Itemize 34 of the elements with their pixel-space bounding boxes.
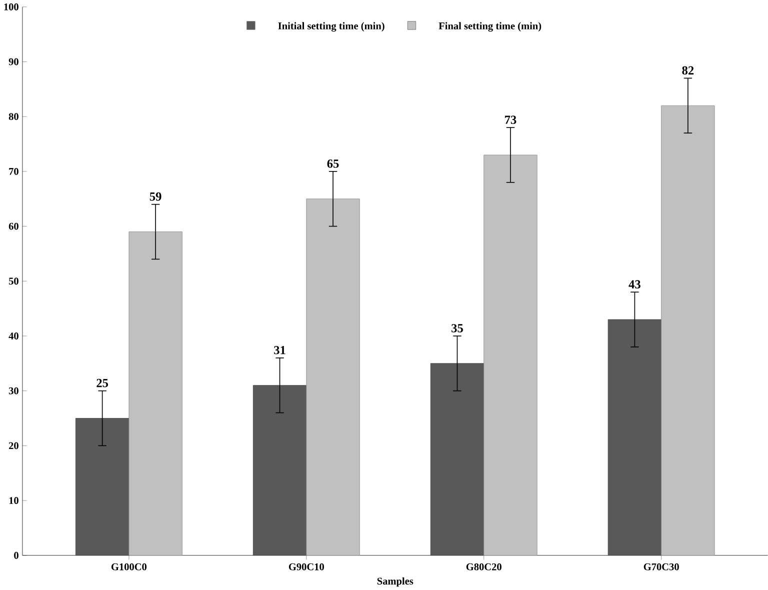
bar (75, 418, 130, 556)
y-tick-label: 90 (8, 58, 18, 66)
y-tick-label: 0 (14, 552, 18, 559)
data-label: 73 (505, 116, 516, 124)
bar (252, 385, 307, 556)
data-label: 25 (96, 378, 108, 388)
y-tick-label: 20 (8, 442, 18, 450)
y-tick-label: 100 (4, 3, 18, 10)
x-tick-label: G70C30 (644, 563, 679, 570)
bar (306, 198, 360, 556)
x-tick-label: G100C0 (111, 563, 147, 570)
y-tick-label: 10 (9, 497, 18, 504)
data-label: 82 (682, 66, 694, 75)
data-label: 43 (628, 280, 640, 288)
x-axis-title: Samples (377, 577, 414, 587)
bar (430, 363, 484, 556)
y-tick-label: 70 (9, 168, 18, 175)
y-tick-label: 80 (8, 113, 18, 120)
data-label: 65 (327, 159, 339, 168)
bar (128, 232, 182, 556)
data-label: 31 (274, 346, 286, 354)
bar (608, 319, 662, 556)
data-label: 35 (452, 324, 463, 332)
y-tick-label: 30 (8, 387, 18, 394)
y-tick-label: 60 (8, 222, 18, 230)
data-label: 59 (150, 192, 162, 201)
legend-label: Initial setting time (min) (278, 22, 384, 32)
x-tick-label: G90C10 (288, 563, 324, 570)
bar (484, 154, 538, 556)
y-tick-label: 50 (8, 278, 18, 285)
legend-label: Final setting time (min) (438, 22, 542, 32)
y-tick-label: 40 (8, 332, 18, 340)
x-tick-label: G80C20 (466, 563, 502, 570)
bar (661, 105, 715, 556)
